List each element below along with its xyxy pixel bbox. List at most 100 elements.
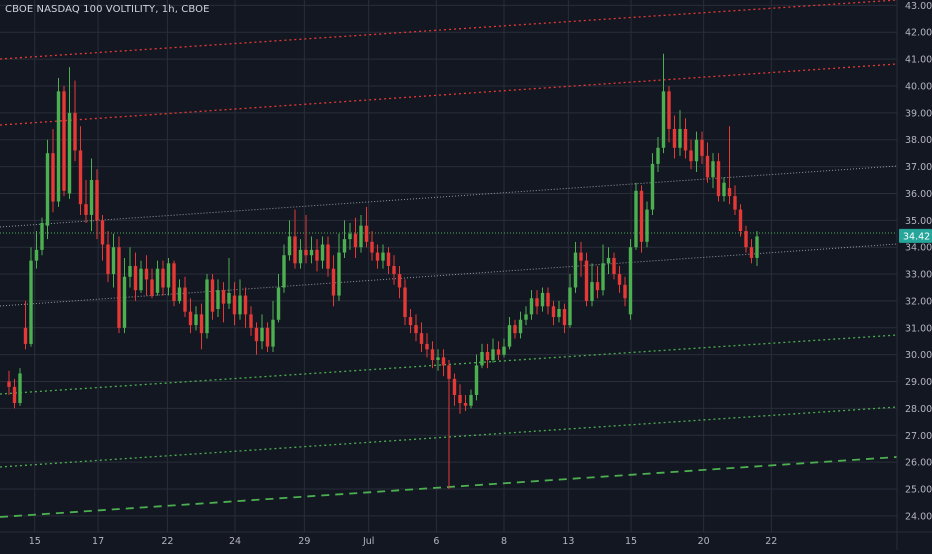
candle-body [667,91,671,129]
candle-body [535,298,539,307]
candle-body [122,276,127,328]
candle-body [117,247,121,328]
candle-body [337,252,341,296]
candle-body [155,268,160,293]
candle-body [700,139,704,156]
candle-body [755,236,759,258]
candle-body [623,284,627,299]
price-tick-label: 35.00 [905,216,932,227]
candle-body [502,346,506,355]
candle-body [573,252,578,288]
candle-body [7,381,11,387]
candle-body [634,190,638,248]
candle-body [551,306,556,318]
candle-body [601,263,605,291]
candle-body [177,287,182,301]
candle-body [210,279,215,312]
time-tick-label: Jul [362,536,374,547]
candle-body [711,161,715,178]
candle-body [408,317,413,326]
last-price-label: 34.42 [903,231,930,242]
chart-title: CBOE NASDAQ 100 VOLTILITY, 1h, CBOE [5,4,210,15]
last-price-marker: 34.42 [899,228,932,243]
price-tick-label: 25.00 [905,485,932,496]
candle-body [128,266,132,277]
price-tick-label: 40.00 [905,81,932,92]
candle-body [12,386,17,404]
candle-body [287,236,292,256]
candle-body [397,274,402,288]
price-axis: 43.00 42.00 41.00 40.00 39.00 38.00 37.00 36.00… [896,0,932,550]
candle-body [375,252,380,261]
candle-body [579,252,583,261]
candle-body [469,394,473,406]
candle-body [419,333,424,344]
candle-body [227,292,231,304]
candle-body [513,325,517,334]
candle-body [617,274,622,285]
candle-body [265,327,270,347]
time-tick-label: 8 [501,536,507,547]
candle-body [392,266,396,275]
price-tick-label: 26.00 [905,458,932,469]
candle-body [188,311,193,326]
candle-body [271,319,275,347]
candle-body [166,263,171,288]
price-tick-label: 27.00 [905,431,932,442]
candle-body [298,249,303,264]
price-tick-label: 36.00 [905,189,932,200]
candle-body [628,247,633,315]
candle-body [749,247,754,258]
candle-body [568,287,572,326]
time-tick-label: 22 [161,536,173,547]
price-tick-label: 29.00 [905,377,932,388]
candle-body [689,150,693,162]
last-price-badge [899,228,932,243]
candle-body [447,365,451,379]
candle-body [661,91,666,148]
candle-body [606,257,611,264]
candle-body [694,139,699,162]
candle-body [254,327,259,342]
candle-body [353,233,358,248]
candle-body [249,314,253,328]
candle-body [425,343,429,350]
candle-body [590,282,594,301]
price-tick-label: 32.00 [905,296,932,307]
time-axis: 15 17 22 24 29 Jul 6 8 13 15 20 22 [0,531,932,547]
candle-body [150,279,154,296]
candle-body [529,298,534,315]
price-tick-label: 33.00 [905,270,932,281]
candle-body [106,244,110,275]
candle-body [562,308,567,326]
candle-body [672,128,677,148]
candle-body [733,196,737,210]
candle-body [315,249,319,261]
candle-body [51,153,55,202]
candle-body [304,249,308,256]
candlestick-series [7,53,759,490]
candle-body [40,223,44,250]
candle-body [293,236,297,264]
candle-body [650,163,655,210]
time-tick-label: 24 [229,536,241,547]
candle-body [722,182,726,197]
candle-body [452,378,457,395]
candle-body [260,327,264,342]
candle-body [738,209,743,232]
candle-body [139,268,143,291]
candle-body [716,161,721,197]
candle-body [172,263,176,301]
candle-body [320,244,325,261]
price-tick-label: 34.00 [905,243,932,254]
candle-body [73,112,77,151]
candle-body [364,225,369,242]
candle-body [463,403,468,406]
candle-body [403,287,407,318]
candle-body [518,319,523,334]
candle-body [524,314,528,320]
candle-body [84,204,88,215]
candle-body [111,247,116,275]
